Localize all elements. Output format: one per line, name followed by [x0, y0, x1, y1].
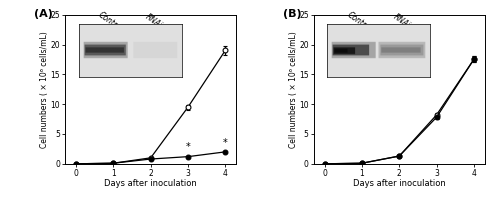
Text: RNAi: RNAi — [143, 12, 164, 30]
X-axis label: Days after inoculation: Days after inoculation — [353, 179, 446, 188]
Y-axis label: Cell numbers ( × 10⁶ cells/mL): Cell numbers ( × 10⁶ cells/mL) — [40, 31, 49, 148]
Y-axis label: Cell numbers ( × 10⁶ cells/mL): Cell numbers ( × 10⁶ cells/mL) — [288, 31, 298, 148]
Text: Control: Control — [345, 10, 373, 33]
Text: (A): (A) — [34, 9, 53, 19]
Text: (B): (B) — [282, 9, 302, 19]
Text: Control: Control — [96, 10, 124, 33]
Text: RNAi: RNAi — [392, 12, 412, 30]
Text: *: * — [223, 138, 228, 148]
Text: *: * — [186, 142, 190, 152]
X-axis label: Days after inoculation: Days after inoculation — [104, 179, 197, 188]
